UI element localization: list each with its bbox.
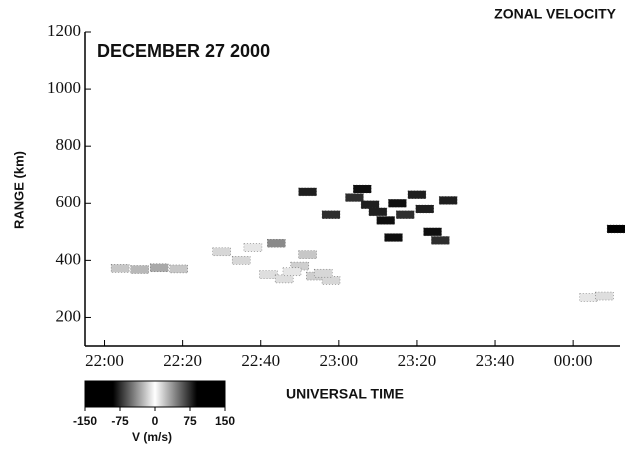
echo	[267, 239, 286, 248]
echo	[396, 210, 415, 219]
echo	[282, 267, 302, 276]
x-axis-label: UNIVERSAL TIME	[286, 386, 404, 402]
echo	[169, 264, 188, 274]
y-tick-label: 1000	[47, 78, 81, 97]
annotation: DECEMBER 27 2000	[97, 41, 270, 61]
echo	[595, 291, 614, 301]
echo	[423, 227, 442, 237]
echo	[407, 190, 427, 199]
echo	[314, 269, 333, 278]
echo	[579, 293, 598, 302]
echo	[110, 264, 130, 273]
colorbar-tick-label: -150	[73, 414, 97, 428]
echo	[415, 204, 434, 214]
echo	[298, 250, 317, 259]
x-tick-label: 23:00	[319, 351, 358, 370]
echo	[149, 263, 169, 272]
echo	[212, 247, 231, 257]
x-tick-label: 00:00	[554, 351, 593, 370]
echo	[376, 216, 395, 225]
echo	[232, 256, 251, 265]
colorbar-tick-label: 75	[183, 414, 197, 428]
echo	[353, 184, 372, 194]
x-tick-label: 22:20	[163, 351, 202, 370]
colorbar-tick-label: -75	[111, 414, 129, 428]
echo	[368, 207, 388, 217]
echo	[388, 199, 407, 208]
echo	[290, 261, 309, 271]
echo	[259, 270, 278, 279]
echo	[298, 187, 317, 197]
echo	[243, 243, 263, 252]
y-tick-label: 400	[56, 249, 82, 268]
x-tick-label: 23:40	[476, 351, 515, 370]
colorbar	[84, 380, 226, 408]
y-tick-label: 1200	[47, 21, 81, 40]
echo	[345, 193, 364, 202]
x-tick-label: 23:20	[398, 351, 437, 370]
y-axis-label: RANGE (km)	[11, 151, 26, 229]
echo	[438, 196, 458, 205]
colorbar-label: V (m/s)	[132, 430, 172, 444]
colorbar-tick-label: 0	[152, 414, 159, 428]
echo	[606, 224, 625, 234]
x-tick-label: 22:40	[241, 351, 280, 370]
echo	[274, 274, 294, 284]
colorbar-tick-label: 150	[215, 414, 235, 428]
y-tick-label: 200	[56, 306, 82, 325]
y-tick-label: 600	[56, 192, 82, 211]
y-tick-label: 800	[56, 135, 82, 154]
echo	[384, 233, 403, 242]
chart-title: ZONAL VELOCITY	[494, 6, 617, 22]
echo	[321, 210, 341, 219]
x-tick-label: 22:00	[85, 351, 124, 370]
echo	[360, 200, 380, 209]
echo	[130, 265, 149, 274]
echo	[431, 236, 450, 245]
echo	[321, 276, 341, 285]
